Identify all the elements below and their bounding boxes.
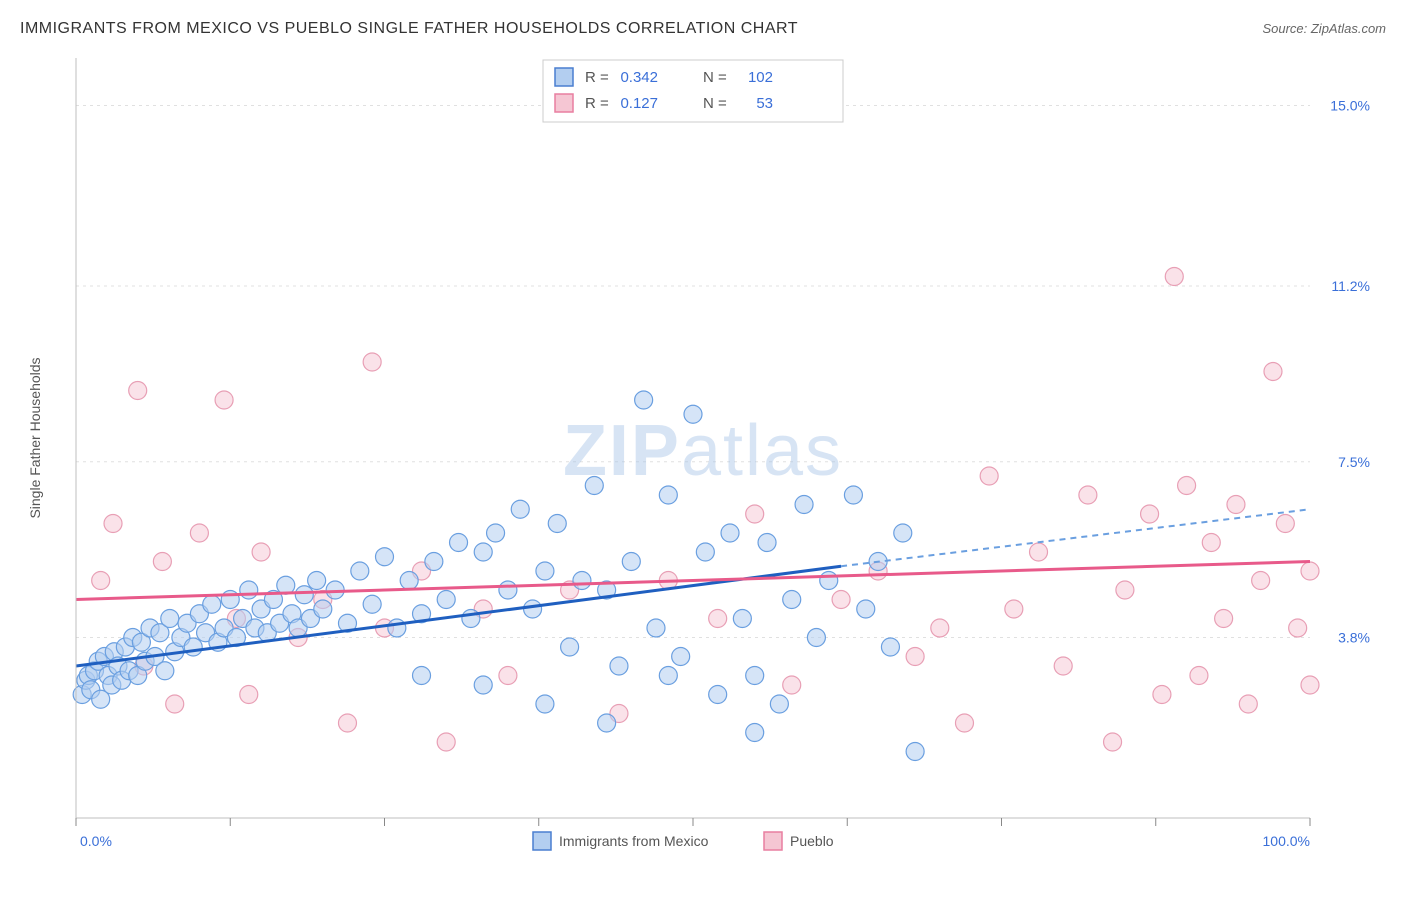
svg-text:N =: N = (703, 69, 727, 86)
svg-text:Single Father Households: Single Father Households (27, 357, 43, 518)
svg-text:3.8%: 3.8% (1338, 630, 1370, 646)
svg-text:0.342: 0.342 (620, 69, 658, 86)
svg-text:100.0%: 100.0% (1263, 833, 1310, 849)
svg-text:Pueblo: Pueblo (790, 833, 834, 849)
svg-text:11.2%: 11.2% (1331, 278, 1370, 294)
svg-text:0.0%: 0.0% (80, 833, 112, 849)
svg-text:53: 53 (756, 95, 773, 112)
correlation-scatter-chart: 3.8% 7.5% 11.2% 15.0% 0.0% 100.0% Single Fathe… (20, 48, 1386, 888)
svg-text:Immigrants from Mexico: Immigrants from Mexico (559, 833, 709, 849)
svg-text:N =: N = (703, 95, 727, 112)
series-immigrants-from-mexico (73, 391, 924, 761)
svg-text:0.127: 0.127 (620, 95, 658, 112)
svg-text:7.5%: 7.5% (1338, 454, 1370, 470)
chart-container: ZIPatlas 3.8%7.5%11.2%15.0%0.0%100.0%Sin… (20, 48, 1386, 888)
chart-title: IMMIGRANTS FROM MEXICO VS PUEBLO SINGLE … (20, 20, 798, 38)
svg-text:15.0%: 15.0% (1330, 98, 1370, 114)
svg-text:102: 102 (748, 69, 773, 86)
series-pueblo (92, 268, 1319, 752)
svg-text:R =: R = (585, 69, 609, 86)
source-label: Source: ZipAtlas.com (1262, 21, 1386, 36)
svg-text:R =: R = (585, 95, 609, 112)
